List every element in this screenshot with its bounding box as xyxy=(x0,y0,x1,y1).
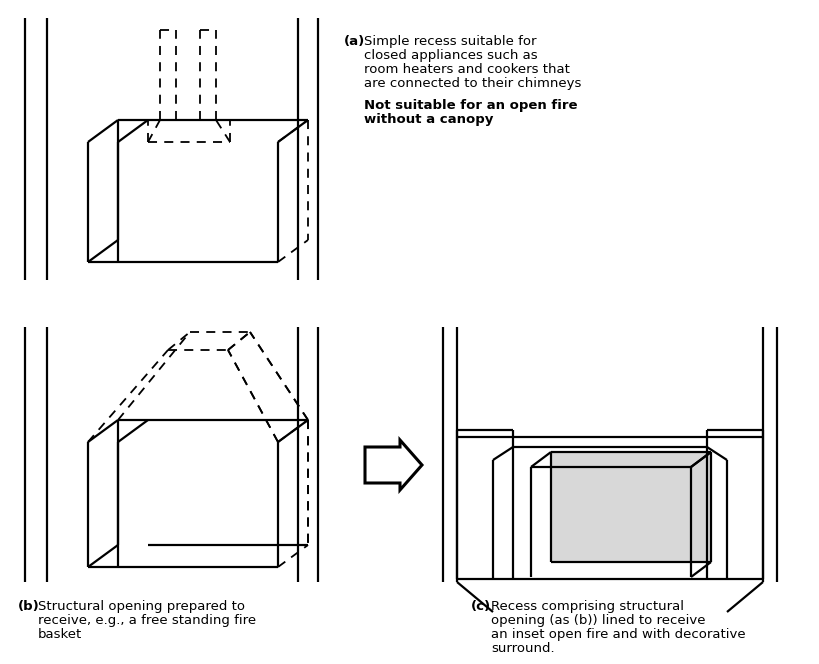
Text: room heaters and cookers that: room heaters and cookers that xyxy=(364,63,569,76)
Text: Structural opening prepared to: Structural opening prepared to xyxy=(38,600,245,613)
Text: are connected to their chimneys: are connected to their chimneys xyxy=(364,77,581,90)
Text: (b): (b) xyxy=(18,600,39,613)
Text: Not suitable for an open fire: Not suitable for an open fire xyxy=(364,99,577,112)
Text: Recess comprising structural: Recess comprising structural xyxy=(491,600,683,613)
Text: Simple recess suitable for: Simple recess suitable for xyxy=(364,35,536,48)
Text: opening (as (b)) lined to receive: opening (as (b)) lined to receive xyxy=(491,614,704,627)
Text: surround.: surround. xyxy=(491,642,554,655)
Text: basket: basket xyxy=(38,628,82,641)
Text: an inset open fire and with decorative: an inset open fire and with decorative xyxy=(491,628,744,641)
Text: receive, e.g., a free standing fire: receive, e.g., a free standing fire xyxy=(38,614,256,627)
Text: closed appliances such as: closed appliances such as xyxy=(364,49,537,62)
Text: (a): (a) xyxy=(344,35,364,48)
Polygon shape xyxy=(550,452,710,562)
Polygon shape xyxy=(364,440,422,490)
Text: without a canopy: without a canopy xyxy=(364,113,493,126)
Text: (c): (c) xyxy=(470,600,491,613)
